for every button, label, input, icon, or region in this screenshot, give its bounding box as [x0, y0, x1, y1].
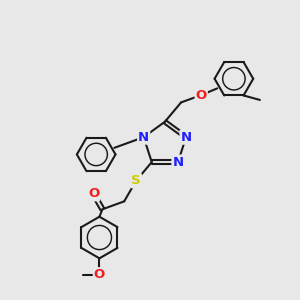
Text: O: O [88, 187, 99, 200]
Text: O: O [94, 268, 105, 281]
Text: N: N [138, 131, 149, 144]
Text: N: N [172, 156, 184, 169]
Text: O: O [196, 88, 207, 102]
Text: S: S [131, 174, 141, 187]
Text: N: N [181, 131, 192, 144]
